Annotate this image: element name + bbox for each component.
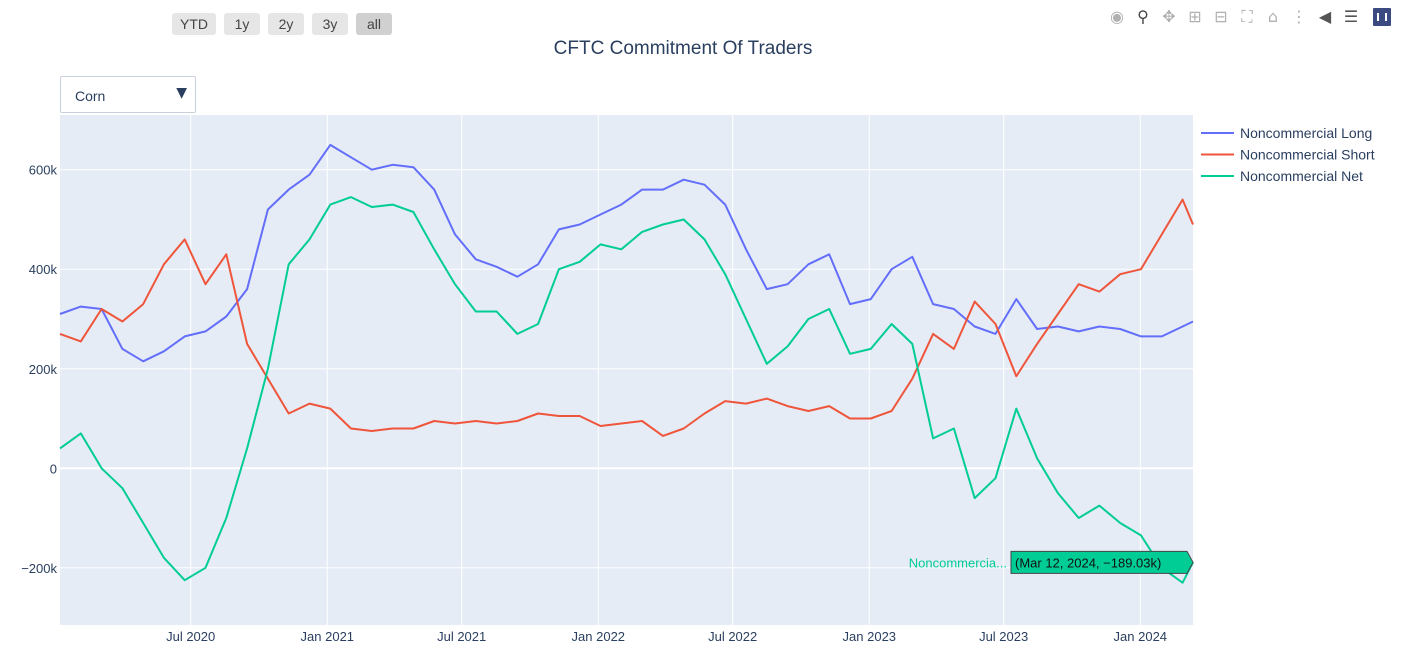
series-line-short (59, 198, 1194, 437)
zoom-out-icon[interactable]: ⊟ (1214, 7, 1228, 26)
chart-title: CFTC Commitment Of Traders (553, 38, 813, 59)
zoom-in-icon[interactable]: ⊞ (1188, 7, 1202, 26)
range-button-2y[interactable]: 2y (268, 13, 304, 35)
range-button-3y[interactable]: 3y (312, 13, 348, 35)
legend-item-label: Noncommercial Net (1240, 168, 1363, 184)
y-tick-label: 0 (50, 461, 57, 476)
x-tick-label: Jan 2021 (301, 629, 355, 644)
x-tick-label: Jul 2022 (708, 629, 757, 644)
legend-item-label: Noncommercial Short (1240, 147, 1375, 163)
autoscale-icon[interactable]: ⛶ (1241, 7, 1253, 26)
y-tick-label: 600k (29, 163, 58, 178)
x-tick-label: Jul 2023 (979, 629, 1028, 644)
y-tick-label: 200k (29, 362, 58, 377)
hover-label-box (1010, 550, 1194, 574)
chevron-down-icon: ▼ (176, 85, 187, 101)
pan-icon[interactable]: ✥ (1162, 7, 1176, 26)
hover-series-name: Noncommercia... (909, 555, 1007, 570)
x-tick-label: Jul 2021 (437, 629, 486, 644)
range-button-all[interactable]: all (356, 13, 392, 35)
legend-item-label: Noncommercial Long (1240, 125, 1372, 141)
camera-icon[interactable]: ◉ (1110, 7, 1124, 26)
y-tick-label: −200k (21, 561, 57, 576)
plotly-logo-icon[interactable] (1373, 8, 1391, 26)
x-tick-label: Jan 2023 (843, 629, 897, 644)
series-line-long (59, 143, 1194, 363)
hover-closest-icon[interactable]: ◀ (1318, 7, 1332, 26)
range-selector: YTD 1y 2y 3y all (172, 13, 392, 35)
x-tick-label: Jan 2022 (572, 629, 626, 644)
commodity-dropdown[interactable]: Corn ▼ (60, 76, 196, 113)
modebar: ◉ ⚲ ✥ ⊞ ⊟ ⛶ ⌂ ⋮ ◀ ☰ (1107, 7, 1391, 27)
spike-lines-icon[interactable]: ⋮ (1291, 7, 1307, 26)
range-button-ytd[interactable]: YTD (172, 13, 216, 35)
reset-axes-icon[interactable]: ⌂ (1267, 7, 1279, 26)
x-tick-label: Jul 2020 (166, 629, 215, 644)
range-button-1y[interactable]: 1y (224, 13, 260, 35)
x-tick-label: Jan 2024 (1114, 629, 1168, 644)
hover-label-text: (Mar 12, 2024, −189.03k) (1015, 555, 1161, 570)
y-tick-label: 400k (29, 262, 58, 277)
dropdown-selected-label: Corn (75, 88, 106, 104)
zoom-icon[interactable]: ⚲ (1137, 7, 1149, 26)
hover-compare-icon[interactable]: ☰ (1343, 7, 1359, 26)
plot-area (60, 115, 1193, 625)
series-line-net (59, 196, 1194, 584)
